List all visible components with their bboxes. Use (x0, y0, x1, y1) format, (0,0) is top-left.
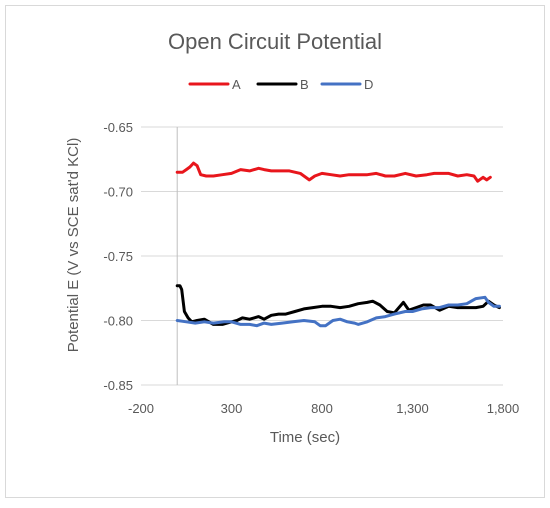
x-tick-label: 1,800 (487, 401, 520, 416)
y-axis-title: Potential E (V vs SCE sat'd KCl) (65, 138, 82, 353)
chart-title: Open Circuit Potential (168, 29, 382, 54)
y-tick-label: -0.80 (103, 314, 133, 329)
x-tick-label: 800 (311, 401, 333, 416)
tick-labels: -0.85 -0.80 -0.75 -0.70 -0.65 -200 300 800 1,300… (103, 120, 519, 416)
legend-label-d: D (364, 77, 373, 92)
x-tick-label: 1,300 (396, 401, 429, 416)
x-axis-title: Time (sec) (270, 429, 340, 446)
chart-border (5, 5, 545, 498)
y-tick-label: -0.85 (103, 378, 133, 393)
y-tick-label: -0.75 (103, 249, 133, 264)
y-tick-label: -0.70 (103, 185, 133, 200)
legend-label-a: A (232, 77, 241, 92)
x-tick-label: -200 (128, 401, 154, 416)
legend-label-b: B (300, 77, 309, 92)
series-lines (175, 161, 501, 328)
y-tick-label: -0.65 (103, 120, 133, 135)
x-tick-label: 300 (221, 401, 243, 416)
series-line-a (175, 161, 492, 183)
series-line-d (175, 295, 501, 328)
